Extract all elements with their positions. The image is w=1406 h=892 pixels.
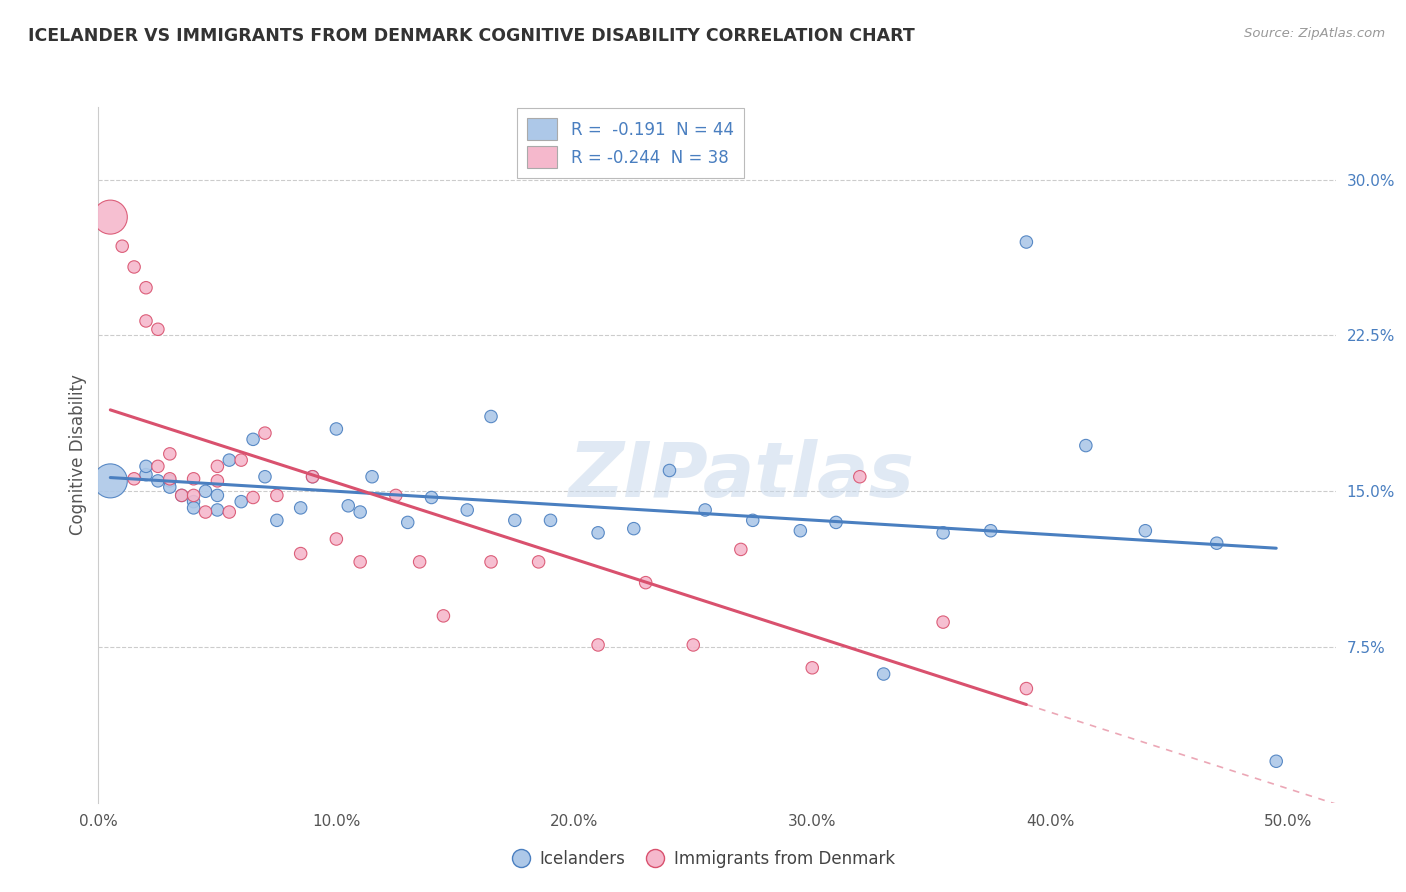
Point bbox=[634, 575, 657, 590]
Point bbox=[135, 314, 157, 328]
Point bbox=[980, 524, 1002, 538]
Point bbox=[146, 459, 169, 474]
Point bbox=[396, 516, 419, 530]
Point bbox=[290, 500, 312, 515]
Point bbox=[183, 488, 205, 502]
Point bbox=[207, 474, 229, 488]
Point bbox=[170, 488, 193, 502]
Point bbox=[801, 661, 824, 675]
Point bbox=[503, 513, 526, 527]
Point bbox=[849, 469, 872, 483]
Point bbox=[432, 608, 454, 623]
Point bbox=[789, 524, 811, 538]
Point bbox=[207, 488, 229, 502]
Point bbox=[159, 472, 181, 486]
Point bbox=[872, 667, 894, 681]
Point bbox=[586, 638, 609, 652]
Point bbox=[122, 472, 145, 486]
Point bbox=[135, 459, 157, 474]
Point bbox=[231, 494, 253, 508]
Point bbox=[479, 409, 502, 424]
Point bbox=[207, 459, 229, 474]
Legend: Icelanders, Immigrants from Denmark: Icelanders, Immigrants from Denmark bbox=[505, 844, 901, 875]
Point bbox=[1015, 235, 1038, 249]
Text: Source: ZipAtlas.com: Source: ZipAtlas.com bbox=[1244, 27, 1385, 40]
Point bbox=[658, 463, 681, 477]
Point bbox=[170, 488, 193, 502]
Point bbox=[1015, 681, 1038, 696]
Point bbox=[325, 532, 347, 546]
Legend: R =  -0.191  N = 44, R = -0.244  N = 38: R = -0.191 N = 44, R = -0.244 N = 38 bbox=[517, 109, 744, 178]
Point bbox=[98, 474, 121, 488]
Point bbox=[183, 472, 205, 486]
Point bbox=[1205, 536, 1227, 550]
Point bbox=[231, 453, 253, 467]
Point bbox=[122, 260, 145, 274]
Text: ICELANDER VS IMMIGRANTS FROM DENMARK COGNITIVE DISABILITY CORRELATION CHART: ICELANDER VS IMMIGRANTS FROM DENMARK COG… bbox=[28, 27, 915, 45]
Point bbox=[146, 322, 169, 336]
Point bbox=[1135, 524, 1157, 538]
Point bbox=[159, 474, 181, 488]
Point bbox=[325, 422, 347, 436]
Point bbox=[586, 525, 609, 540]
Point bbox=[207, 503, 229, 517]
Point bbox=[527, 555, 550, 569]
Point bbox=[456, 503, 478, 517]
Point bbox=[301, 469, 323, 483]
Point bbox=[146, 474, 169, 488]
Point bbox=[218, 505, 240, 519]
Point bbox=[385, 488, 408, 502]
Point bbox=[242, 491, 264, 505]
Point bbox=[194, 484, 217, 499]
Point bbox=[242, 433, 264, 447]
Point bbox=[135, 467, 157, 482]
Point bbox=[266, 488, 288, 502]
Point bbox=[253, 426, 276, 441]
Point bbox=[290, 547, 312, 561]
Point bbox=[932, 525, 955, 540]
Point bbox=[730, 542, 752, 557]
Point bbox=[349, 505, 371, 519]
Point bbox=[1074, 439, 1097, 453]
Point bbox=[111, 239, 134, 253]
Point bbox=[825, 516, 848, 530]
Point bbox=[301, 469, 323, 483]
Point bbox=[361, 469, 384, 483]
Point bbox=[266, 513, 288, 527]
Point bbox=[682, 638, 704, 652]
Point bbox=[741, 513, 763, 527]
Point bbox=[194, 505, 217, 519]
Point bbox=[479, 555, 502, 569]
Point bbox=[98, 210, 121, 224]
Point bbox=[159, 447, 181, 461]
Point bbox=[695, 503, 717, 517]
Point bbox=[159, 480, 181, 494]
Y-axis label: Cognitive Disability: Cognitive Disability bbox=[69, 375, 87, 535]
Point bbox=[183, 500, 205, 515]
Point bbox=[408, 555, 430, 569]
Point bbox=[218, 453, 240, 467]
Point bbox=[349, 555, 371, 569]
Point bbox=[1265, 754, 1288, 768]
Point bbox=[183, 494, 205, 508]
Point bbox=[540, 513, 562, 527]
Point bbox=[932, 615, 955, 629]
Point bbox=[337, 499, 360, 513]
Point bbox=[253, 469, 276, 483]
Point bbox=[135, 281, 157, 295]
Text: ZIPatlas: ZIPatlas bbox=[569, 439, 915, 513]
Point bbox=[623, 522, 645, 536]
Point bbox=[420, 491, 443, 505]
